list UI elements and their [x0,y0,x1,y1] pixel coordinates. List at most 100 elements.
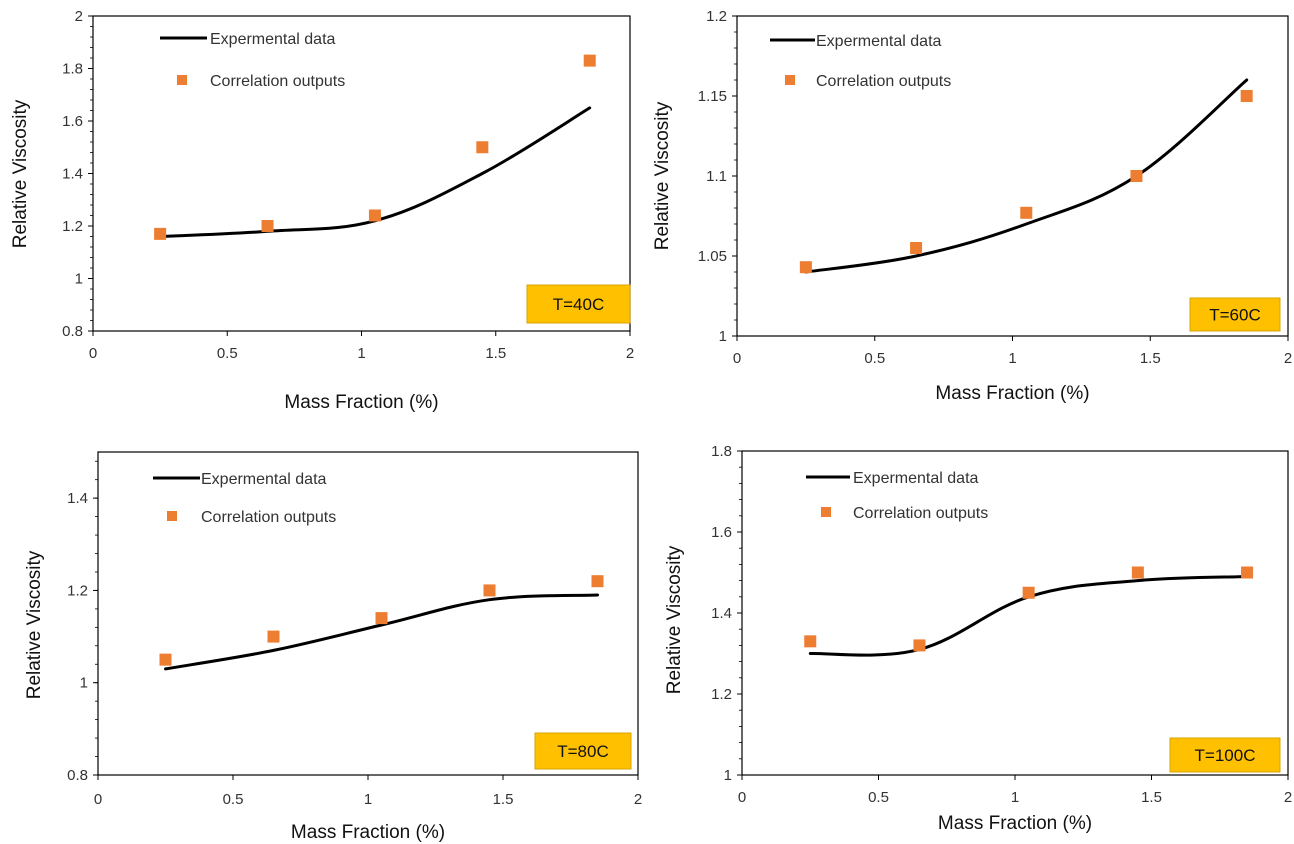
x-tick-label: 1.5 [485,345,506,362]
x-tick-label: 2 [1284,350,1292,367]
y-tick-label: 1.8 [62,61,83,78]
legend-label-experimental: Expermental data [201,471,327,488]
y-tick-label: 1 [80,675,88,692]
x-tick-label: 0.5 [217,345,238,362]
y-tick-label: 1 [75,271,83,288]
y-tick-label: 0.8 [62,323,83,340]
y-tick-label: 1.2 [62,218,83,235]
y-tick-label: 1 [719,328,727,345]
data-point-correlation [154,227,167,240]
x-axis-title: Mass Fraction (%) [284,392,438,413]
x-axis-title: Mass Fraction (%) [938,813,1092,834]
x-tick-label: 1 [1011,789,1019,806]
data-point-correlation [368,209,381,222]
x-tick-label: 0 [89,345,97,362]
y-axis-title: Relative Viscosity [24,550,45,699]
legend-label-correlation: Correlation outputs [816,73,951,90]
plot-frame [92,15,631,332]
data-point-correlation [1020,206,1033,219]
y-tick-label: 1.2 [711,686,732,703]
data-point-correlation [913,639,926,652]
legend-label-experimental: Expermental data [816,33,942,50]
chart-panel-4: 0 0.5 1 1.5 2 1 1.2 1.4 1.6 1.8 Mass Fraction (%) R… [664,443,1292,834]
y-tick-label: 1.4 [62,166,83,183]
temperature-badge [1169,737,1281,773]
chart-panel-3: 0 0.5 1 1.5 2 0.8 1 1.2 1.4 Mass Fraction (%) Rela… [24,451,642,843]
temperature-badge-label: T=40C [553,295,605,314]
x-axis-title: Mass Fraction (%) [291,822,445,843]
x-tick-label: 2 [626,345,634,362]
data-point-correlation [476,141,489,154]
legend-label-experimental: Expermental data [853,470,979,487]
chart-panel-2: 0 0.5 1 1.5 2 1 1.05 1.1 1.15 1.2 Mass Fraction (%… [652,8,1292,404]
x-tick-label: 1 [364,791,372,808]
data-point-correlation [583,54,596,67]
y-tick-label: 1.4 [67,490,88,507]
data-point-correlation [267,630,280,643]
x-tick-label: 0.5 [864,350,885,367]
data-point-correlation [483,584,496,597]
temperature-badge [1189,297,1281,332]
plot-frame [97,451,639,776]
legend-label-experimental: Expermental data [210,31,336,48]
legend: Expermental data Correlation outputs [153,471,336,526]
y-tick-label: 2 [75,8,83,25]
y-axis-title: Relative Viscosity [652,101,673,250]
data-point-correlation [804,635,817,648]
data-point-correlation [159,653,172,666]
y-tick-label: 1.6 [711,524,732,541]
x-tick-label: 1.5 [493,791,514,808]
data-point-correlation [1022,586,1035,599]
y-tick-label: 1 [724,767,732,784]
x-tick-label: 2 [1284,789,1292,806]
legend: Expermental data Correlation outputs [160,31,345,90]
legend-marker-swatch [167,511,177,521]
temperature-badge [534,732,632,770]
chart-panel-1: 0 0.5 1 1.5 2 0.8 1 1.2 1.4 1.6 1.8 2 Mass Fraction … [10,8,634,413]
y-tick-label: 1.4 [711,605,732,622]
x-tick-label: 2 [634,791,642,808]
legend-label-correlation: Correlation outputs [210,73,345,90]
data-point-correlation [1241,566,1254,579]
x-tick-label: 1 [357,345,365,362]
data-point-correlation [1240,90,1253,102]
temperature-badge [526,284,631,324]
x-axis-title: Mass Fraction (%) [935,383,1089,404]
x-tick-label: 1.5 [1141,789,1162,806]
legend-marker-swatch [785,75,795,85]
legend-marker-swatch [177,75,187,85]
x-tick-label: 1.5 [1140,350,1161,367]
y-tick-label: 1.6 [62,113,83,130]
data-point-correlation [1130,170,1143,182]
legend-label-correlation: Correlation outputs [853,505,988,522]
y-tick-label: 1.2 [706,8,727,25]
x-tick-label: 0.5 [868,789,889,806]
x-tick-label: 0 [738,789,746,806]
y-tick-label: 0.8 [67,767,88,784]
data-point-correlation [910,242,923,254]
data-point-correlation [591,575,604,588]
temperature-badge-label: T=80C [557,742,609,761]
data-point-correlation [375,612,388,625]
y-tick-label: 1.8 [711,443,732,460]
y-tick-label: 1.15 [698,88,727,105]
x-tick-label: 1 [1008,350,1016,367]
series-line-experimental [804,78,1249,274]
data-point-correlation [1131,566,1144,579]
x-tick-label: 0.5 [223,791,244,808]
temperature-badge-label: T=100C [1195,746,1256,765]
data-point-correlation [799,261,812,274]
x-tick-label: 0 [733,350,741,367]
y-tick-label: 1.2 [67,582,88,599]
plot-frame [736,15,1289,337]
y-tick-label: 1.1 [706,168,727,185]
y-tick-label: 1.05 [698,248,727,265]
plot-frame [741,450,1289,776]
legend: Expermental data Correlation outputs [770,33,951,90]
data-point-correlation [261,220,274,232]
y-axis-title: Relative Viscosity [10,99,31,248]
legend-marker-swatch [821,507,831,517]
y-axis-title: Relative Viscosity [664,545,685,694]
legend: Expermental data Correlation outputs [806,470,988,522]
